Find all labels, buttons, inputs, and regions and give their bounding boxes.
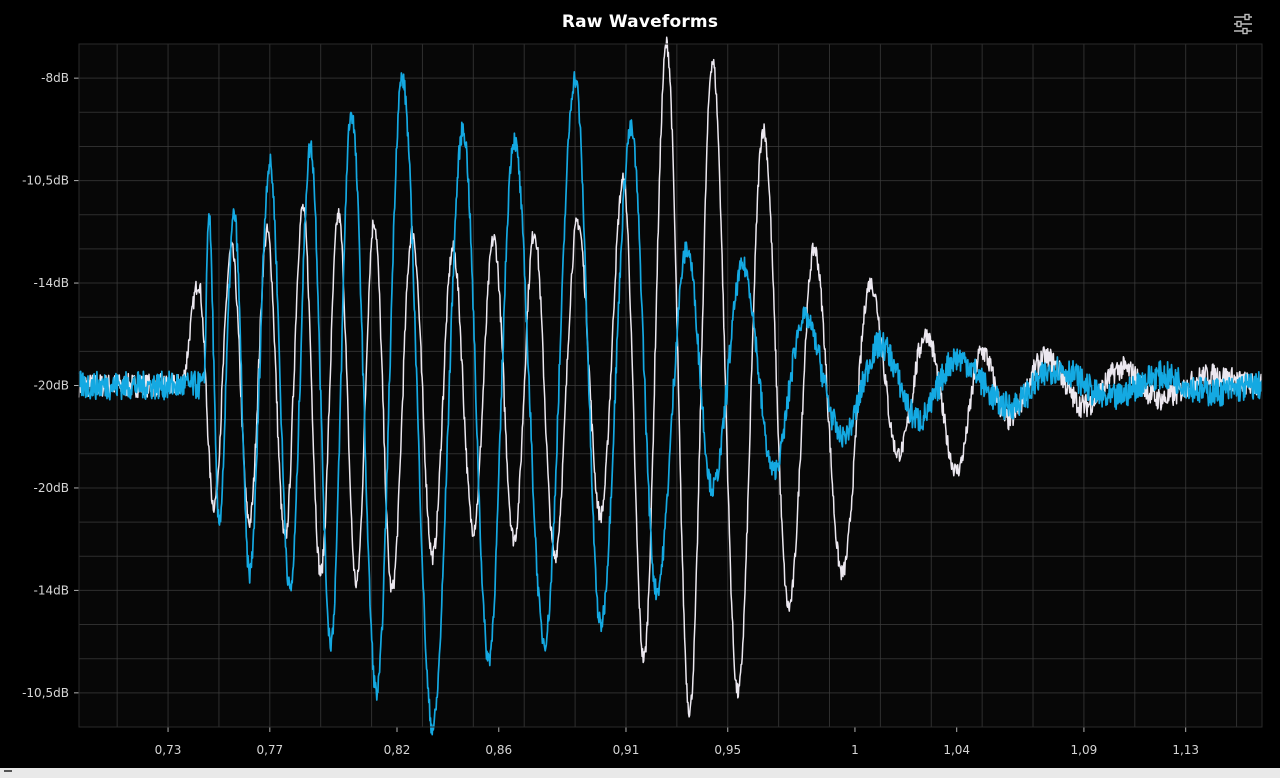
settings-button[interactable] bbox=[1230, 12, 1256, 36]
y-tick-label: -14dB bbox=[34, 583, 69, 597]
x-tick-label: 1,09 bbox=[1071, 743, 1098, 757]
chart-title: Raw Waveforms bbox=[561, 12, 719, 32]
y-tick-label: -10,5dB bbox=[22, 686, 69, 700]
waveform-series-white bbox=[78, 36, 1263, 718]
y-tick-label: -20dB bbox=[34, 481, 69, 495]
sliders-settings-icon bbox=[1234, 13, 1252, 35]
title-bar: Raw Waveforms bbox=[0, 0, 1280, 46]
x-tick-label: 1,13 bbox=[1172, 743, 1199, 757]
plot-frame bbox=[78, 43, 1263, 728]
y-tick-label: -8dB bbox=[41, 71, 69, 85]
status-strip bbox=[0, 768, 1280, 778]
x-tick-label: 0,82 bbox=[384, 743, 411, 757]
x-tick-label: 0,95 bbox=[714, 743, 741, 757]
x-tick-label: 1,04 bbox=[943, 743, 970, 757]
waveform-series-blue bbox=[78, 71, 1263, 736]
y-tick-label: -20dB bbox=[34, 379, 69, 393]
x-tick-label: 0,73 bbox=[155, 743, 182, 757]
y-tick-label: -10,5dB bbox=[22, 174, 69, 188]
x-tick-label: 1 bbox=[851, 743, 859, 757]
x-tick-label: 0,91 bbox=[613, 743, 640, 757]
status-strip-mark bbox=[4, 770, 12, 776]
y-tick-label: -14dB bbox=[34, 276, 69, 290]
x-tick-label: 0,86 bbox=[485, 743, 512, 757]
x-tick-label: 0,77 bbox=[256, 743, 283, 757]
